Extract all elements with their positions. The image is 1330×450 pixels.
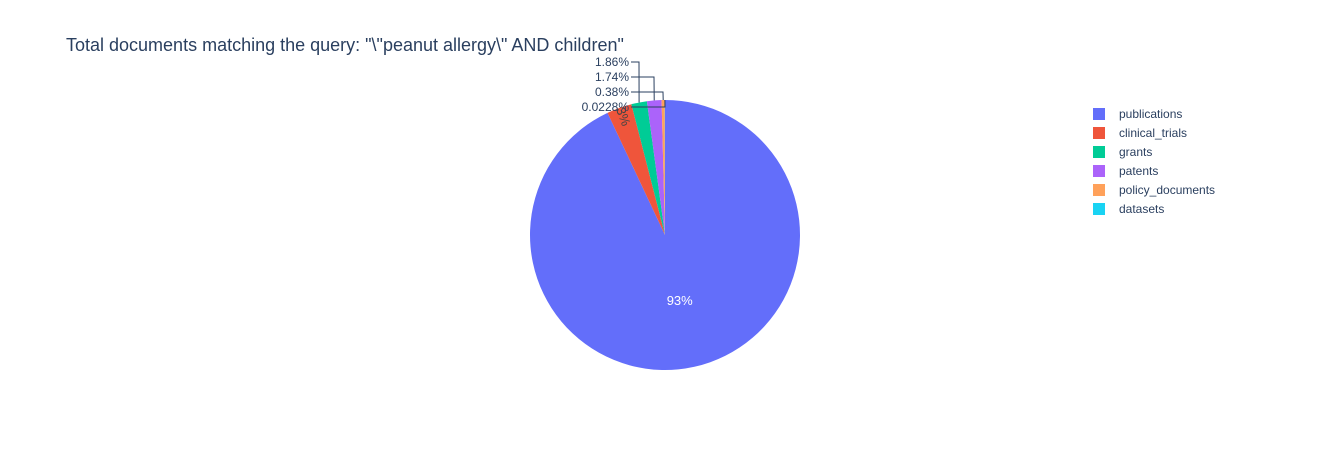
slice-label-clinical-trials: 3% — [613, 105, 634, 128]
legend-label-clinical-trials: clinical_trials — [1119, 126, 1187, 140]
legend-swatch-policy-documents — [1093, 184, 1105, 196]
label-leader-lines — [631, 61, 666, 108]
leader-line-patents — [631, 76, 655, 101]
pie-slice-clinical-trials[interactable] — [607, 104, 665, 235]
legend-item-datasets[interactable]: datasets — [1093, 202, 1164, 216]
leader-line-policy-documents — [631, 91, 664, 101]
legend-swatch-clinical-trials — [1093, 127, 1105, 139]
slice-label-grants: 1.86% — [595, 55, 629, 69]
pie-slices — [530, 99, 801, 370]
legend-item-publications[interactable]: publications — [1093, 107, 1182, 121]
leader-line-grants — [631, 61, 640, 103]
legend-label-datasets: datasets — [1119, 202, 1164, 216]
legend-swatch-publications — [1093, 108, 1105, 120]
pie-slice-patents[interactable] — [646, 100, 665, 235]
legend-item-patents[interactable]: patents — [1093, 164, 1158, 178]
legend-swatch-datasets — [1093, 203, 1105, 215]
leader-line-datasets — [631, 99, 666, 108]
slice-label-publications: 93% — [667, 293, 693, 308]
legend-item-grants[interactable]: grants — [1093, 145, 1152, 159]
chart-title: Total documents matching the query: "\"p… — [66, 35, 624, 55]
slice-labels: 93% 3% 1.86%1.74%0.38%0.0228% — [582, 55, 694, 308]
pie-slice-grants[interactable] — [631, 101, 665, 235]
legend-item-policy-documents[interactable]: policy_documents — [1093, 183, 1215, 197]
legend-label-patents: patents — [1119, 164, 1158, 178]
slice-label-datasets: 0.0228% — [582, 100, 630, 114]
legend-item-clinical-trials[interactable]: clinical_trials — [1093, 126, 1187, 140]
legend-swatch-patents — [1093, 165, 1105, 177]
legend-label-grants: grants — [1119, 145, 1152, 159]
legend-swatch-grants — [1093, 146, 1105, 158]
legend-label-publications: publications — [1119, 107, 1182, 121]
pie-slice-policy-documents[interactable] — [661, 100, 665, 235]
legend-label-policy-documents: policy_documents — [1119, 183, 1215, 197]
slice-label-policy-documents: 0.38% — [595, 85, 629, 99]
slice-label-patents: 1.74% — [595, 70, 629, 84]
